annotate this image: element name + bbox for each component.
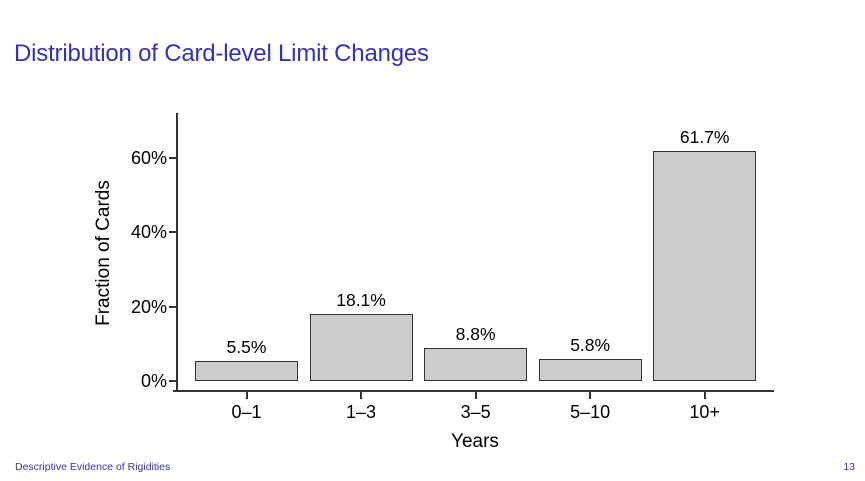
x-axis-tick	[245, 392, 248, 399]
y-axis-tick	[169, 156, 177, 159]
x-axis-tick-label: 5–10	[570, 402, 611, 422]
x-axis-tick-label: 3–5	[460, 402, 491, 422]
y-axis-line	[176, 113, 178, 392]
y-axis-tick	[169, 305, 177, 308]
x-axis-tick	[360, 392, 363, 399]
bar-value-label: 18.1%	[336, 289, 386, 310]
bar	[538, 359, 642, 381]
x-axis-tick-label: 0–1	[231, 402, 262, 422]
y-axis-tick-label: 40%	[130, 222, 167, 243]
bar-value-label: 61.7%	[679, 127, 730, 148]
bar	[195, 360, 298, 381]
bar	[309, 313, 413, 381]
bar-value-label: 5.8%	[570, 335, 611, 356]
x-axis-tick	[589, 392, 592, 399]
y-axis-tick-label: 60%	[130, 147, 167, 168]
bar	[653, 151, 757, 381]
footer-page-number: 13	[843, 461, 855, 473]
slide-title: Distribution of Card-level Limit Changes	[14, 40, 429, 67]
y-axis-tick	[169, 380, 177, 382]
y-axis-tick-label: 20%	[130, 296, 167, 317]
x-axis-title: Years	[451, 431, 499, 452]
y-axis-tick	[169, 231, 177, 234]
x-axis-tick	[474, 392, 477, 399]
x-axis-tick	[703, 392, 706, 399]
bar	[424, 348, 528, 381]
footer-section-title: Descriptive Evidence of Rigidities	[15, 461, 171, 473]
x-axis-line	[173, 390, 774, 392]
y-axis-title: Fraction of Cards	[93, 180, 114, 326]
y-axis-tick-label: 0%	[140, 371, 167, 391]
bar-value-label: 8.8%	[455, 324, 496, 345]
x-axis-tick-label: 10+	[689, 402, 720, 422]
bar-value-label: 5.5%	[226, 336, 267, 357]
x-axis-tick-label: 1–3	[346, 402, 377, 422]
